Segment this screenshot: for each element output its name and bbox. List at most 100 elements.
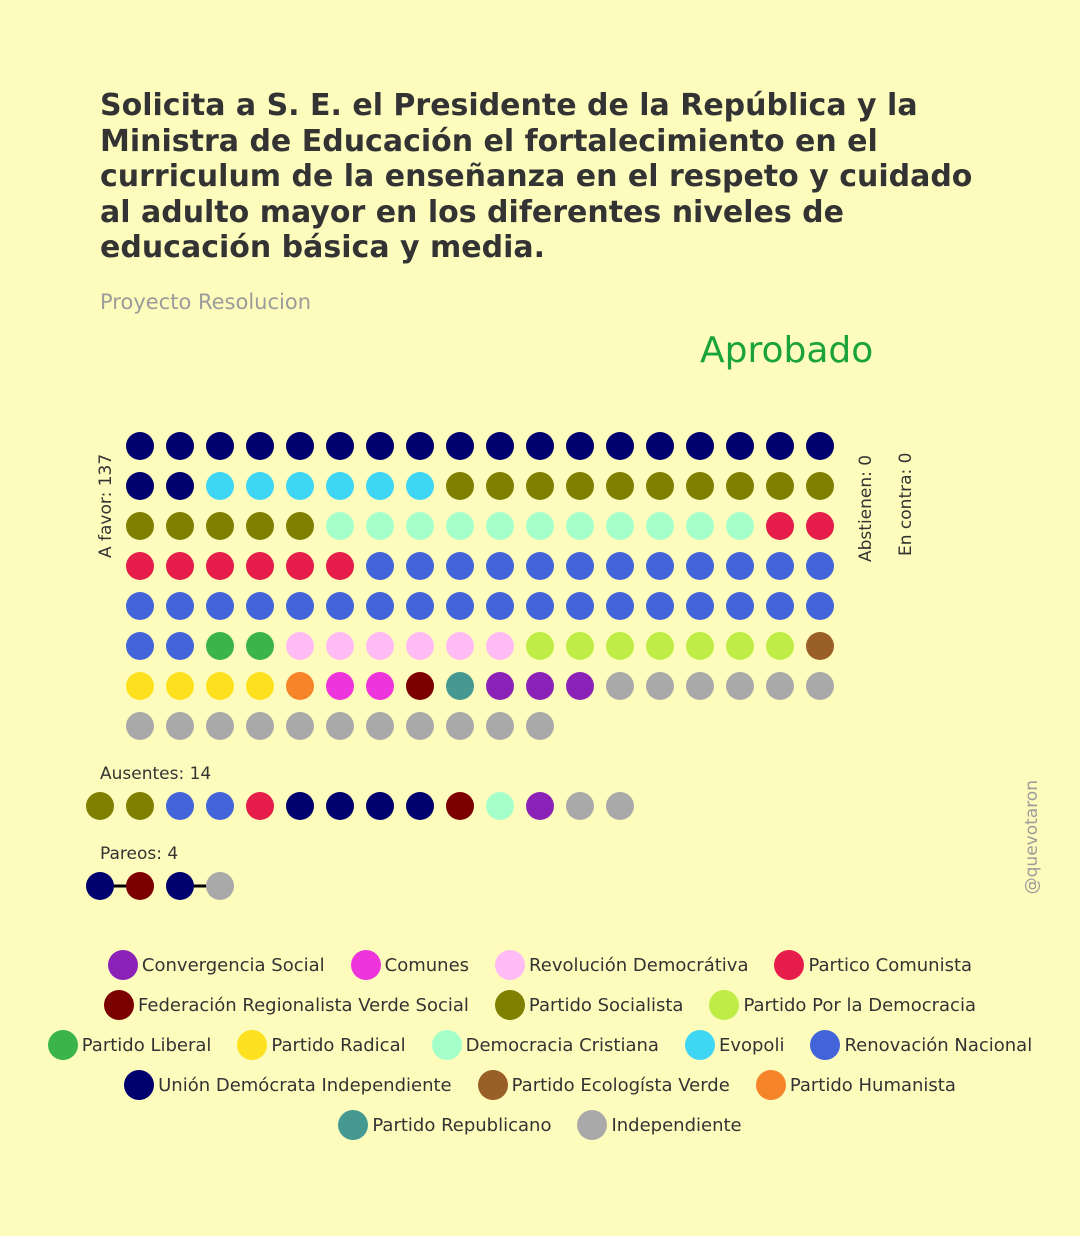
- favor-seat-rn: [806, 592, 834, 620]
- favor-seat-ppd: [526, 632, 554, 660]
- legend-row: Convergencia Social Comunes Revolución Dem…: [95, 945, 985, 985]
- ausente-seat-ind: [566, 792, 594, 820]
- favor-seat-evo: [286, 472, 314, 500]
- pareos-dots: [86, 872, 234, 900]
- favor-seat-rn: [766, 592, 794, 620]
- favor-seat-pev: [806, 632, 834, 660]
- favor-seat-rn: [406, 552, 434, 580]
- favor-seat-rn: [166, 632, 194, 660]
- favor-seat-rd: [326, 632, 354, 660]
- favor-seat-ps: [566, 472, 594, 500]
- favor-seat-udi: [166, 432, 194, 460]
- legend-label: Evopoli: [718, 1034, 785, 1056]
- legend-item: Partido Humanista: [755, 1070, 956, 1100]
- favor-seat-pr: [246, 672, 274, 700]
- favor-seat-ps: [806, 472, 834, 500]
- favor-seat-pc: [246, 552, 274, 580]
- legend-label: Convergencia Social: [141, 954, 325, 976]
- favor-seat-udi: [606, 432, 634, 460]
- legend-label: Partido Humanista: [789, 1074, 956, 1096]
- favor-seat-rn: [446, 552, 474, 580]
- ausente-seat-ind: [606, 792, 634, 820]
- legend-label: Partido Por la Democracia: [743, 994, 976, 1016]
- legend-swatch: [124, 1070, 155, 1100]
- favor-seat-rd: [286, 632, 314, 660]
- en-contra-label: En contra: 0: [896, 453, 916, 556]
- favor-seat-ps: [126, 512, 154, 540]
- favor-seat-evo: [206, 472, 234, 500]
- favor-seat-ps: [726, 472, 754, 500]
- favor-seat-rn: [406, 592, 434, 620]
- favor-seat-rn: [526, 552, 554, 580]
- legend-item: Independiente: [577, 1110, 742, 1140]
- favor-seat-rep: [446, 672, 474, 700]
- legend-item: Federación Regionalista Verde Social: [104, 990, 469, 1020]
- favor-seat-rn: [566, 552, 594, 580]
- favor-seat-ppd: [726, 632, 754, 660]
- legend-swatch: [495, 950, 526, 980]
- legend-item: Comunes: [350, 950, 469, 980]
- favor-seat-rn: [486, 552, 514, 580]
- favor-seat-rn: [726, 592, 754, 620]
- pareo-seat-udi: [86, 872, 114, 900]
- favor-seat-udi: [726, 432, 754, 460]
- legend-item: Partido Ecologísta Verde: [477, 1070, 730, 1100]
- favor-seat-ind: [286, 712, 314, 740]
- legend-label: Partido Republicano: [372, 1114, 552, 1136]
- favor-seat-dc: [686, 512, 714, 540]
- pareo-seat-udi: [166, 872, 194, 900]
- favor-seat-rd: [366, 632, 394, 660]
- favor-seat-rn: [166, 592, 194, 620]
- favor-seat-ps: [606, 472, 634, 500]
- favor-seat-ind: [366, 712, 394, 740]
- page-title: Solicita a S. E. el Presidente de la Rep…: [100, 88, 973, 265]
- favor-seat-dc: [606, 512, 634, 540]
- ausente-seat-udi: [406, 792, 434, 820]
- favor-seat-ind: [806, 672, 834, 700]
- favor-seat-rn: [526, 592, 554, 620]
- legend-item: Renovación Nacional: [810, 1030, 1032, 1060]
- favor-seat-udi: [566, 432, 594, 460]
- favor-seat-rn: [766, 552, 794, 580]
- legend-swatch: [338, 1110, 369, 1140]
- favor-seat-com: [326, 672, 354, 700]
- legend-swatch: [577, 1110, 608, 1140]
- favor-seat-rn: [646, 552, 674, 580]
- favor-seat-udi: [286, 432, 314, 460]
- favor-seat-dc: [526, 512, 554, 540]
- favor-seat-udi: [486, 432, 514, 460]
- ausente-seat-frvs: [446, 792, 474, 820]
- favor-seat-ind: [726, 672, 754, 700]
- legend-label: Partico Comunista: [808, 954, 973, 976]
- favor-seat-udi: [366, 432, 394, 460]
- favor-seat-udi: [646, 432, 674, 460]
- favor-seat-ind: [526, 712, 554, 740]
- legend-item: Unión Demócrata Independiente: [124, 1070, 452, 1100]
- ausente-seat-cs: [526, 792, 554, 820]
- favor-seat-udi: [206, 432, 234, 460]
- legend-swatch: [104, 990, 134, 1020]
- favor-seat-dc: [486, 512, 514, 540]
- favor-seat-rd: [406, 632, 434, 660]
- legend-swatch: [477, 1070, 508, 1100]
- legend-row: Partido Republicano Independiente: [325, 1105, 754, 1145]
- ausente-seat-ps: [86, 792, 114, 820]
- legend-item: Democracia Cristiana: [431, 1030, 659, 1060]
- legend-swatch: [237, 1030, 268, 1060]
- legend-item: Convergencia Social: [107, 950, 325, 980]
- favor-seat-ps: [166, 512, 194, 540]
- legend-row: Partido Liberal Partido Radical Democracia…: [35, 1025, 1045, 1065]
- favor-seat-ps: [646, 472, 674, 500]
- legend-label: Unión Demócrata Independiente: [158, 1074, 452, 1096]
- favor-seat-cs: [526, 672, 554, 700]
- ausentes-label: Ausentes: 14: [100, 764, 211, 784]
- favor-seat-ppd: [606, 632, 634, 660]
- pareo-seat-frvs: [126, 872, 154, 900]
- favor-seat-udi: [686, 432, 714, 460]
- favor-seat-rn: [366, 592, 394, 620]
- legend-swatch: [755, 1070, 786, 1100]
- favor-seat-rn: [806, 552, 834, 580]
- favor-seat-pc: [806, 512, 834, 540]
- legend-label: Partido Radical: [271, 1034, 406, 1056]
- favor-seat-evo: [366, 472, 394, 500]
